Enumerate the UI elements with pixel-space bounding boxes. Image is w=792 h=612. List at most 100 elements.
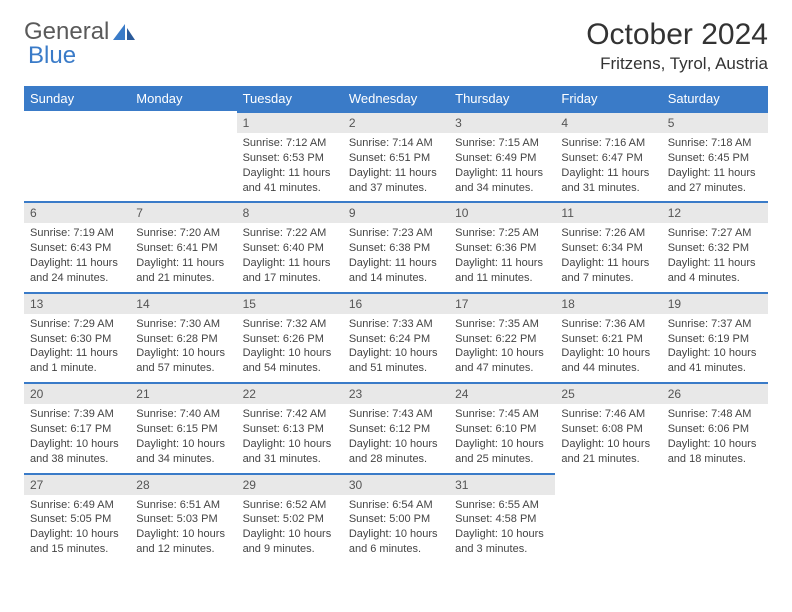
daylight-text: Daylight: 11 hours and 37 minutes.	[349, 166, 443, 196]
day-number: 9	[343, 203, 449, 223]
daylight-text: Daylight: 11 hours and 34 minutes.	[455, 166, 549, 196]
calendar-day-cell: 5Sunrise: 7:18 AMSunset: 6:45 PMDaylight…	[662, 111, 768, 201]
calendar-day-cell: 10Sunrise: 7:25 AMSunset: 6:36 PMDayligh…	[449, 201, 555, 291]
calendar-week-row: 20Sunrise: 7:39 AMSunset: 6:17 PMDayligh…	[24, 382, 768, 472]
calendar-day-cell: 19 Sunrise: 7:37 AMSunset: 6:19 PMDayligh…	[662, 292, 768, 382]
sunrise-text: Sunrise: 7:23 AM	[349, 226, 443, 241]
day-number: 7	[130, 203, 236, 223]
day-number: 17	[449, 294, 555, 314]
sunrise-text: Sunrise: 7:36 AM	[561, 317, 655, 332]
calendar-day-cell: 30Sunrise: 6:54 AMSunset: 5:00 PMDayligh…	[343, 473, 449, 563]
day-number: 18	[555, 294, 661, 314]
calendar-empty-cell	[662, 473, 768, 563]
sunrise-text: Sunrise: 7:32 AM	[243, 317, 337, 332]
day-number: 10	[449, 203, 555, 223]
calendar-day-cell: 4Sunrise: 7:16 AMSunset: 6:47 PMDaylight…	[555, 111, 661, 201]
calendar-day-cell: 23Sunrise: 7:43 AMSunset: 6:12 PMDayligh…	[343, 382, 449, 472]
weekday-header: Thursday	[449, 86, 555, 111]
sunset-text: Sunset: 6:47 PM	[561, 151, 655, 166]
calendar-day-cell: 22Sunrise: 7:42 AMSunset: 6:13 PMDayligh…	[237, 382, 343, 472]
daylight-text: Daylight: 10 hours and 25 minutes.	[455, 437, 549, 467]
weekday-header: Tuesday	[237, 86, 343, 111]
day-number: 8	[237, 203, 343, 223]
daylight-text: Daylight: 10 hours and 47 minutes.	[455, 346, 549, 376]
calendar-body: 1Sunrise: 7:12 AMSunset: 6:53 PMDaylight…	[24, 111, 768, 563]
day-number: 5	[662, 113, 768, 133]
weekday-header: Saturday	[662, 86, 768, 111]
sunset-text: Sunset: 6:41 PM	[136, 241, 230, 256]
sunrise-text: Sunrise: 7:35 AM	[455, 317, 549, 332]
day-number: 31	[449, 475, 555, 495]
sunrise-text: Sunrise: 7:22 AM	[243, 226, 337, 241]
sunset-text: Sunset: 5:03 PM	[136, 512, 230, 527]
calendar-header-row: SundayMondayTuesdayWednesdayThursdayFrid…	[24, 86, 768, 111]
sunset-text: Sunset: 6:34 PM	[561, 241, 655, 256]
calendar-day-cell: 1Sunrise: 7:12 AMSunset: 6:53 PMDaylight…	[237, 111, 343, 201]
sunrise-text: Sunrise: 7:26 AM	[561, 226, 655, 241]
sunrise-text: Sunrise: 7:37 AM	[668, 317, 762, 332]
sunrise-text: Sunrise: 7:25 AM	[455, 226, 549, 241]
calendar-day-cell: 16Sunrise: 7:33 AMSunset: 6:24 PMDayligh…	[343, 292, 449, 382]
daylight-text: Daylight: 11 hours and 14 minutes.	[349, 256, 443, 286]
day-details: Sunrise: 7:15 AMSunset: 6:49 PMDaylight:…	[449, 133, 555, 201]
sunrise-text: Sunrise: 7:40 AM	[136, 407, 230, 422]
title-block: October 2024 Fritzens, Tyrol, Austria	[586, 18, 768, 74]
sunset-text: Sunset: 6:19 PM	[668, 332, 762, 347]
sunrise-text: Sunrise: 6:55 AM	[455, 498, 549, 513]
calendar-day-cell: 15Sunrise: 7:32 AMSunset: 6:26 PMDayligh…	[237, 292, 343, 382]
day-details: Sunrise: 7:26 AMSunset: 6:34 PMDaylight:…	[555, 223, 661, 291]
sunrise-text: Sunrise: 7:33 AM	[349, 317, 443, 332]
day-number: 15	[237, 294, 343, 314]
sunset-text: Sunset: 4:58 PM	[455, 512, 549, 527]
sunrise-text: Sunrise: 7:30 AM	[136, 317, 230, 332]
header: General October 2024 Fritzens, Tyrol, Au…	[24, 18, 768, 74]
day-number: 30	[343, 475, 449, 495]
day-number: 26	[662, 384, 768, 404]
day-details: Sunrise: 6:55 AMSunset: 4:58 PMDaylight:…	[449, 495, 555, 563]
calendar-table: SundayMondayTuesdayWednesdayThursdayFrid…	[24, 86, 768, 563]
sunset-text: Sunset: 6:08 PM	[561, 422, 655, 437]
calendar-day-cell: 18Sunrise: 7:36 AMSunset: 6:21 PMDayligh…	[555, 292, 661, 382]
day-details: Sunrise: 7:40 AMSunset: 6:15 PMDaylight:…	[130, 404, 236, 472]
daylight-text: Daylight: 10 hours and 41 minutes.	[668, 346, 762, 376]
sunset-text: Sunset: 6:51 PM	[349, 151, 443, 166]
sunrise-text: Sunrise: 7:15 AM	[455, 136, 549, 151]
sunset-text: Sunset: 6:10 PM	[455, 422, 549, 437]
day-number: 19	[662, 294, 768, 314]
day-details: Sunrise: 7:22 AMSunset: 6:40 PMDaylight:…	[237, 223, 343, 291]
day-number: 16	[343, 294, 449, 314]
day-details: Sunrise: 7:18 AMSunset: 6:45 PMDaylight:…	[662, 133, 768, 201]
daylight-text: Daylight: 11 hours and 17 minutes.	[243, 256, 337, 286]
sunrise-text: Sunrise: 6:52 AM	[243, 498, 337, 513]
day-number: 23	[343, 384, 449, 404]
sunrise-text: Sunrise: 7:43 AM	[349, 407, 443, 422]
daylight-text: Daylight: 11 hours and 31 minutes.	[561, 166, 655, 196]
sunset-text: Sunset: 6:53 PM	[243, 151, 337, 166]
day-number: 14	[130, 294, 236, 314]
daylight-text: Daylight: 10 hours and 9 minutes.	[243, 527, 337, 557]
daylight-text: Daylight: 10 hours and 44 minutes.	[561, 346, 655, 376]
daylight-text: Daylight: 11 hours and 27 minutes.	[668, 166, 762, 196]
daylight-text: Daylight: 11 hours and 7 minutes.	[561, 256, 655, 286]
day-number: 25	[555, 384, 661, 404]
calendar-week-row: 27Sunrise: 6:49 AMSunset: 5:05 PMDayligh…	[24, 473, 768, 563]
sunrise-text: Sunrise: 7:18 AM	[668, 136, 762, 151]
month-title: October 2024	[586, 18, 768, 52]
day-number: 12	[662, 203, 768, 223]
sunset-text: Sunset: 6:26 PM	[243, 332, 337, 347]
daylight-text: Daylight: 10 hours and 51 minutes.	[349, 346, 443, 376]
day-number: 2	[343, 113, 449, 133]
calendar-week-row: 1Sunrise: 7:12 AMSunset: 6:53 PMDaylight…	[24, 111, 768, 201]
calendar-day-cell: 27Sunrise: 6:49 AMSunset: 5:05 PMDayligh…	[24, 473, 130, 563]
daylight-text: Daylight: 10 hours and 38 minutes.	[30, 437, 124, 467]
sunset-text: Sunset: 5:00 PM	[349, 512, 443, 527]
calendar-day-cell: 2Sunrise: 7:14 AMSunset: 6:51 PMDaylight…	[343, 111, 449, 201]
sunset-text: Sunset: 6:22 PM	[455, 332, 549, 347]
sunset-text: Sunset: 6:15 PM	[136, 422, 230, 437]
day-number: 21	[130, 384, 236, 404]
daylight-text: Daylight: 10 hours and 31 minutes.	[243, 437, 337, 467]
day-number: 3	[449, 113, 555, 133]
sunset-text: Sunset: 5:05 PM	[30, 512, 124, 527]
day-details: Sunrise: 6:54 AMSunset: 5:00 PMDaylight:…	[343, 495, 449, 563]
sunrise-text: Sunrise: 7:46 AM	[561, 407, 655, 422]
